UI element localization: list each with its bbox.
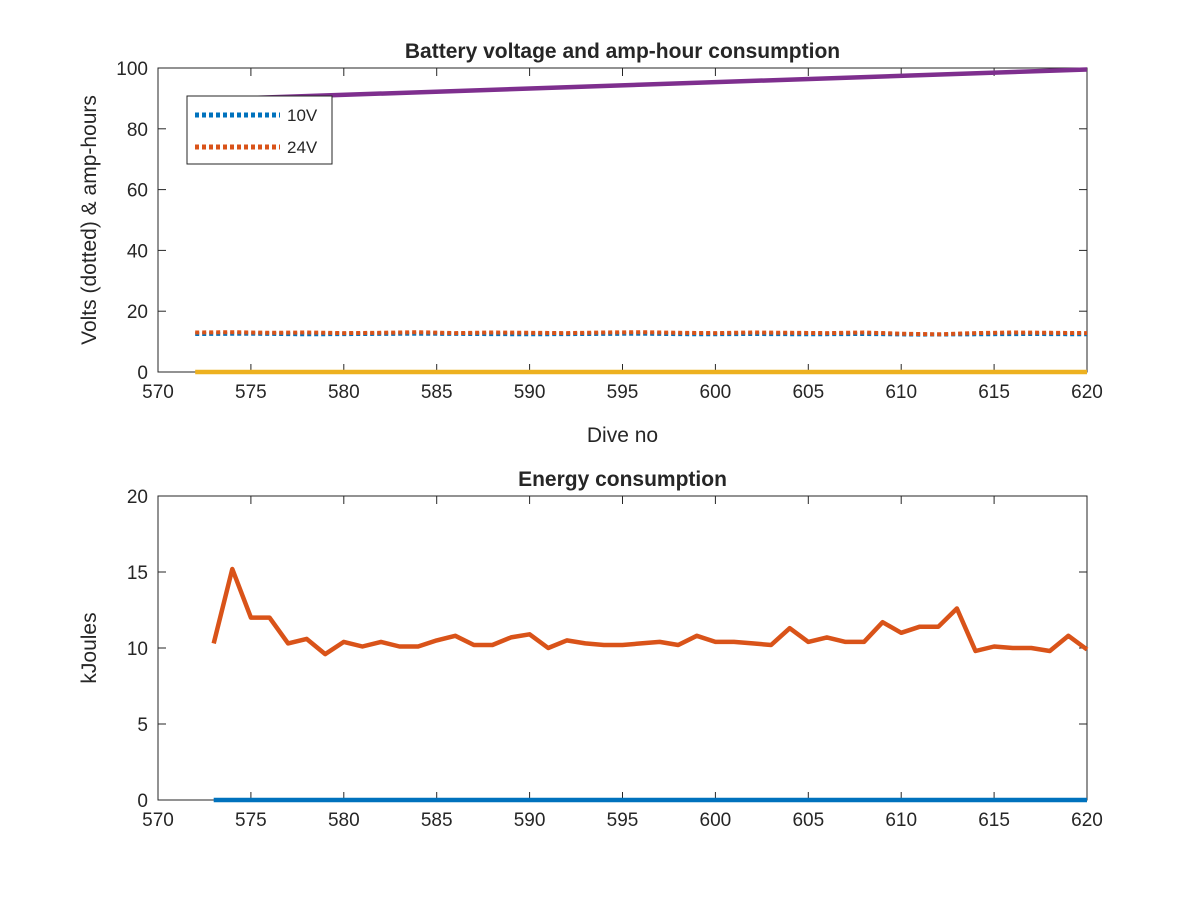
y-tick-label: 15 [127, 563, 148, 584]
x-tick-label: 620 [1071, 810, 1103, 831]
y-tick-label: 100 [116, 59, 148, 80]
y-tick-label: 10 [127, 639, 148, 660]
y-axis-label: kJoules [78, 612, 101, 683]
x-tick-label: 600 [700, 810, 732, 831]
x-tick-label: 610 [885, 810, 917, 831]
x-tick-label: 585 [421, 810, 453, 831]
legend-label: 10V [287, 106, 318, 125]
x-tick-label: 615 [978, 810, 1010, 831]
x-tick-label: 570 [142, 382, 174, 403]
x-tick-label: 620 [1071, 382, 1103, 403]
plot-frame [157, 495, 1088, 801]
x-tick-label: 575 [235, 382, 267, 403]
y-tick-label: 20 [127, 487, 148, 508]
x-tick-label: 615 [978, 382, 1010, 403]
x-tick-label: 595 [607, 810, 639, 831]
y-tick-label: 80 [127, 120, 148, 141]
y-tick-label: 40 [127, 241, 148, 262]
x-tick-label: 590 [514, 810, 546, 831]
y-tick-label: 60 [127, 181, 148, 202]
legend-box [186, 95, 333, 165]
x-tick-label: 605 [792, 382, 824, 403]
chart-title: Battery voltage and amp-hour consumption [405, 40, 840, 63]
chart-1: 570 575 580 585 590 595 600 605 610 615 620 0 20 40 60… [78, 40, 1103, 447]
x-tick-label: 610 [885, 382, 917, 403]
chart-2: 570 575 580 585 590 595 600 605 610 615 620 0 5 10 15 2… [78, 468, 1103, 831]
y-tick-label: 20 [127, 302, 148, 323]
y-tick-label: 5 [137, 715, 148, 736]
x-tick-label: 590 [514, 382, 546, 403]
x-tick-label: 570 [142, 810, 174, 831]
x-tick-label: 580 [328, 382, 360, 403]
x-tick-label: 595 [607, 382, 639, 403]
chart-title: Energy consumption [518, 468, 727, 491]
x-tick-label: 575 [235, 810, 267, 831]
legend: 10V 24V [186, 95, 333, 165]
y-tick-label: 0 [137, 791, 148, 812]
y-axis-label: Volts (dotted) & amp-hours [78, 95, 101, 345]
series-line-1 [211, 566, 1089, 657]
series-line-2 [195, 330, 1088, 337]
series-line-4 [195, 67, 1088, 103]
x-tick-label: 585 [421, 382, 453, 403]
y-tick-label: 0 [137, 363, 148, 384]
x-axis-label: Dive no [587, 424, 658, 447]
x-tick-label: 605 [792, 810, 824, 831]
x-tick-label: 600 [700, 382, 732, 403]
legend-label: 24V [287, 138, 318, 157]
x-tick-label: 580 [328, 810, 360, 831]
